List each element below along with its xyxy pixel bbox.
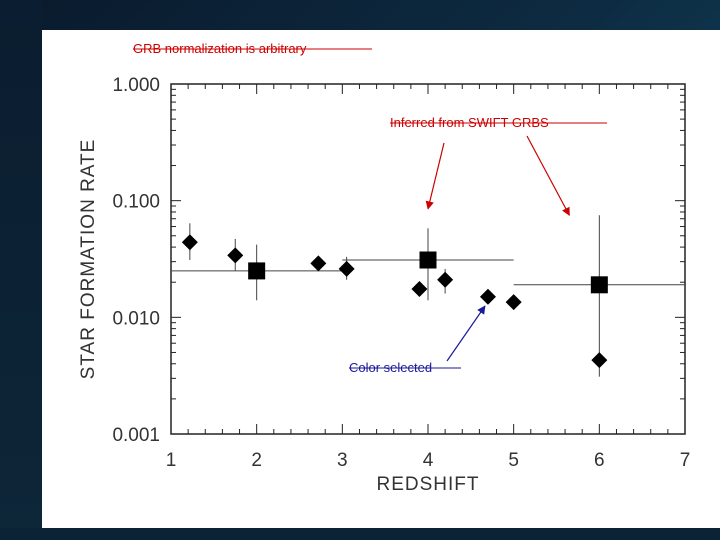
square-marker	[419, 251, 437, 269]
diamond-marker	[227, 247, 244, 264]
diamond-marker	[310, 255, 327, 272]
diamond-marker	[591, 352, 608, 369]
y-axis-title: STAR FORMATION RATE	[78, 139, 99, 380]
slide-left-edge	[0, 0, 42, 540]
slide-bottom-strip	[0, 528, 720, 540]
y-tick-label: 0.100	[112, 192, 160, 213]
x-tick-label: 4	[423, 450, 434, 471]
square-marker	[590, 276, 608, 294]
square-marker	[248, 262, 266, 280]
diamond-marker	[505, 294, 522, 311]
arrow-swift	[425, 142, 445, 210]
x-tick-label: 2	[251, 450, 262, 471]
x-tick-label: 3	[337, 450, 348, 471]
x-tick-label: 7	[680, 450, 691, 471]
data-markers	[181, 234, 608, 369]
x-tick-label: 5	[508, 450, 519, 471]
y-tick-label: 1.000	[112, 75, 160, 96]
diamond-marker	[479, 288, 496, 305]
diamond-marker	[437, 271, 454, 288]
arrow-swift	[526, 135, 570, 216]
error-bars	[171, 215, 685, 377]
diamond-marker	[411, 280, 428, 297]
x-tick-label: 1	[166, 450, 177, 471]
annotation-arrows	[425, 135, 570, 362]
axis-ticks	[170, 84, 686, 435]
y-tick-label: 0.001	[112, 425, 160, 446]
y-tick-label: 0.010	[112, 308, 160, 329]
y-tick-labels: 0.001 0.010 0.100 1.000	[112, 75, 160, 446]
x-axis-title: REDSHIFT	[377, 474, 480, 495]
arrow-color-selected	[446, 305, 486, 362]
x-tick-labels: 1 2 3 4 5 6 7	[166, 450, 691, 471]
diamond-marker	[338, 260, 355, 277]
x-tick-label: 6	[594, 450, 605, 471]
diamond-marker	[181, 234, 198, 251]
